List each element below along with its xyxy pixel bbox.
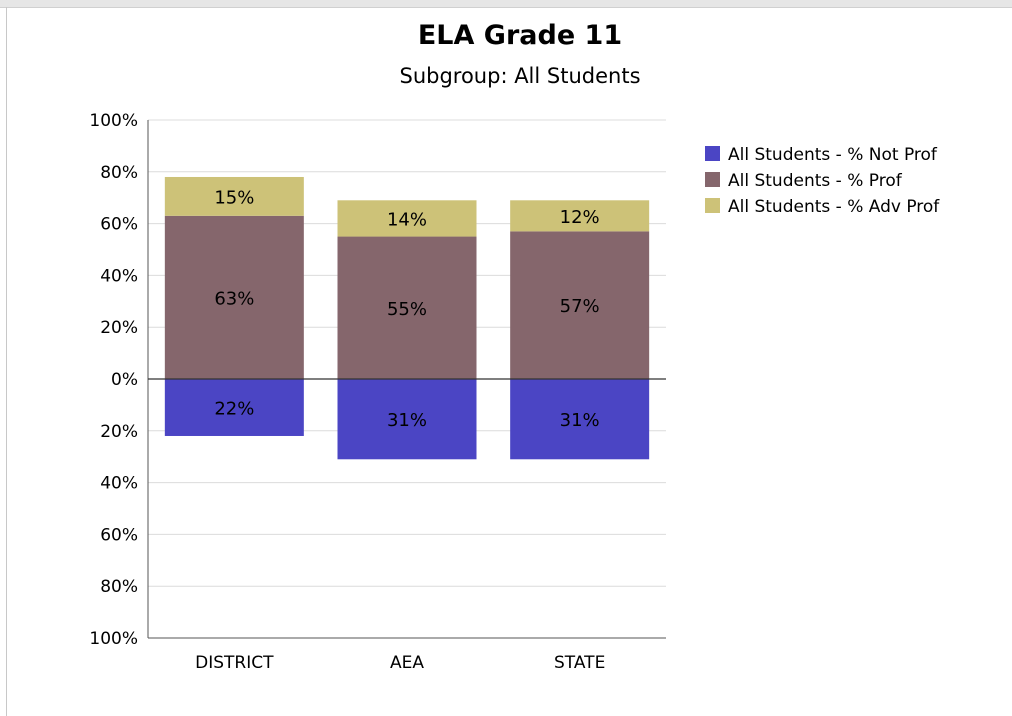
- y-tick-label: 80%: [100, 577, 138, 597]
- y-tick-label: 100%: [89, 629, 138, 649]
- y-tick-label: 60%: [100, 525, 138, 545]
- bar-segment[interactable]: [337, 379, 477, 460]
- legend-swatch: [705, 198, 720, 213]
- legend-entry-label: All Students - % Prof: [728, 171, 903, 191]
- data-label: 15%: [214, 187, 254, 208]
- data-label: 55%: [387, 299, 427, 320]
- x-category-label: DISTRICT: [195, 653, 274, 673]
- bar-segment[interactable]: [164, 176, 304, 216]
- data-label: 31%: [387, 410, 427, 431]
- x-category-label: AEA: [390, 653, 424, 673]
- bar-segment[interactable]: [510, 231, 650, 379]
- legend-swatch: [705, 146, 720, 161]
- y-tick-label: 60%: [100, 215, 138, 235]
- data-label: 31%: [560, 410, 600, 431]
- y-tick-label: 80%: [100, 163, 138, 183]
- y-tick-label: 20%: [100, 318, 138, 338]
- data-labels: 22% 63% 15% 31% 55% 14% 31% 57% 12%: [214, 187, 599, 431]
- legend[interactable]: All Students - % Not Prof All Students - …: [705, 145, 940, 217]
- data-label: 57%: [560, 296, 600, 317]
- y-tick-label: 100%: [89, 111, 138, 131]
- data-label: 14%: [387, 209, 427, 230]
- bar-segment[interactable]: [510, 379, 650, 460]
- chart-subtitle: Subgroup: All Students: [399, 64, 641, 88]
- legend-entry-label: All Students - % Adv Prof: [728, 197, 940, 217]
- bar-segment[interactable]: [510, 200, 650, 232]
- y-tick-label: 40%: [100, 266, 138, 286]
- data-label: 63%: [214, 288, 254, 309]
- bars: [164, 176, 650, 460]
- window-top-border: [0, 0, 1012, 8]
- data-label: 12%: [560, 207, 600, 228]
- legend-swatch: [705, 172, 720, 187]
- bar-segment[interactable]: [164, 379, 304, 436]
- y-tick-label: 40%: [100, 474, 138, 494]
- data-label: 22%: [214, 398, 254, 419]
- x-category-label: STATE: [554, 653, 605, 673]
- y-tick-label: 20%: [100, 422, 138, 442]
- bar-segment[interactable]: [337, 236, 477, 379]
- bar-segment[interactable]: [337, 200, 477, 237]
- axes: 100% 80% 60% 40% 20% 0% 20% 40% 60% 80% 100% DISTRI…: [89, 111, 666, 673]
- legend-entry-label: All Students - % Not Prof: [728, 145, 938, 165]
- y-tick-label: 0%: [111, 370, 138, 390]
- chart-title: ELA Grade 11: [417, 20, 623, 51]
- window-left-border: [6, 7, 7, 716]
- bar-segment[interactable]: [164, 215, 304, 379]
